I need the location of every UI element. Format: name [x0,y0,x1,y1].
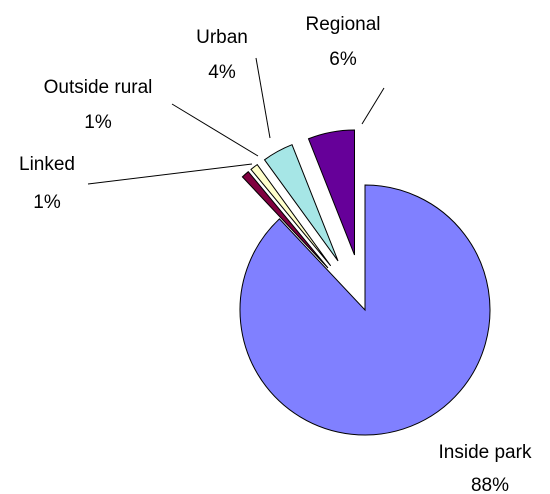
pie-slice [250,163,332,267]
slice-label: Inside park [439,442,532,463]
pie-slice [241,170,329,269]
slice-label: Urban [196,27,248,48]
leader-line [171,103,259,157]
slice-value-label: 88% [471,475,509,494]
pie-slice [239,184,491,436]
leader-line [361,87,385,125]
slice-label: Linked [19,154,75,175]
slice-value-label: 6% [329,49,357,70]
leader-line [87,163,253,185]
slice-label: Outside rural [44,77,153,98]
pie-slice [263,144,339,262]
slice-label: Regional [306,14,381,35]
leader-line [255,57,271,139]
slice-value-label: 4% [208,62,236,83]
slice-value-label: 1% [84,112,112,133]
pie-slice [307,129,356,256]
slice-value-label: 1% [33,192,61,213]
